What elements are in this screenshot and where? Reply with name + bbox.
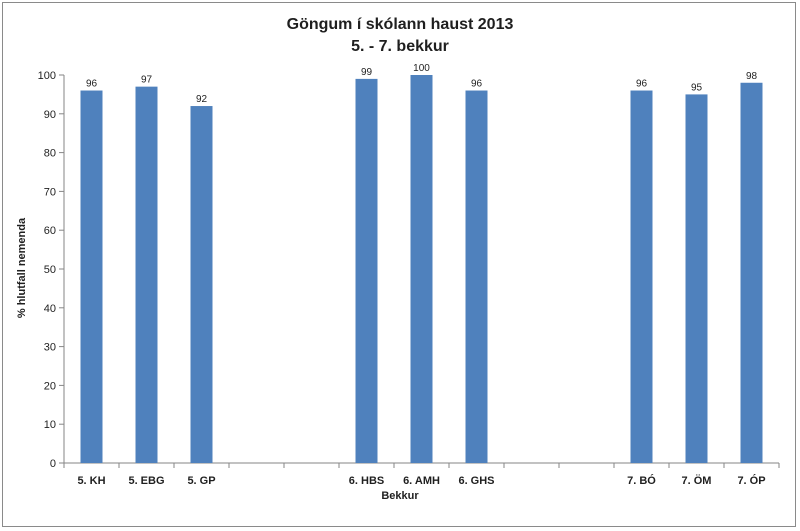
bar	[685, 94, 708, 464]
bar	[135, 86, 158, 463]
chart-title: Göngum í skólann haust 2013	[286, 16, 514, 33]
y-tick-label: 100	[38, 70, 56, 82]
bar	[80, 90, 103, 464]
y-tick-label: 30	[44, 342, 56, 354]
x-tick-label: 7. ÖM	[682, 474, 712, 487]
data-label: 99	[361, 67, 373, 78]
chart-subtitle: 5. - 7. bekkur	[351, 38, 449, 55]
data-label: 100	[413, 63, 430, 74]
y-tick-label: 40	[44, 303, 56, 315]
x-tick-label: 5. EBG	[128, 475, 164, 487]
data-label: 95	[691, 82, 703, 93]
bar	[630, 90, 653, 464]
y-tick-label: 60	[44, 225, 56, 237]
x-tick-label: 6. GHS	[458, 475, 494, 487]
data-label: 96	[86, 79, 98, 90]
y-tick-label: 10	[44, 419, 56, 431]
data-label: 98	[746, 71, 758, 82]
x-tick-label: 6. HBS	[349, 475, 384, 487]
x-tick-label: 6. AMH	[403, 475, 440, 487]
bar	[190, 106, 213, 463]
data-label: 92	[196, 94, 208, 105]
data-label: 97	[141, 75, 153, 86]
bar	[355, 78, 378, 463]
bar	[410, 75, 433, 463]
y-tick-label: 90	[44, 109, 56, 121]
x-tick-label: 7. BÓ	[627, 474, 656, 487]
y-tick-label: 70	[44, 186, 56, 198]
x-tick-label: 5. KH	[77, 475, 105, 487]
y-tick-label: 0	[50, 458, 56, 470]
y-tick-label: 20	[44, 380, 56, 392]
y-tick-label: 80	[44, 148, 56, 160]
x-tick-label: 7. ÓP	[737, 474, 765, 487]
data-label: 96	[471, 79, 483, 90]
x-tick-label: 5. GP	[187, 475, 215, 487]
y-tick-label: 50	[44, 264, 56, 276]
data-label: 96	[636, 79, 648, 90]
bar	[465, 90, 488, 464]
x-axis-label: Bekkur	[381, 490, 419, 502]
bar	[740, 82, 763, 463]
